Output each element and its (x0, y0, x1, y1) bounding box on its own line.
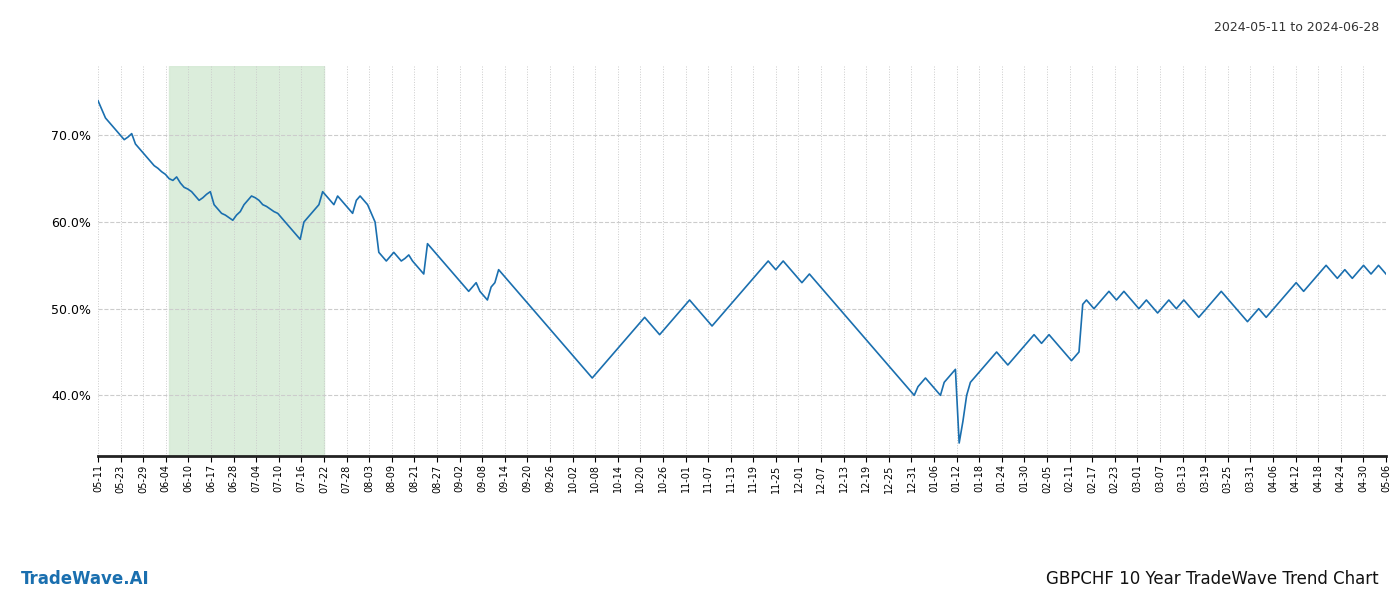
Text: GBPCHF 10 Year TradeWave Trend Chart: GBPCHF 10 Year TradeWave Trend Chart (1046, 570, 1379, 588)
Bar (169, 66, 323, 456)
Text: 2024-05-11 to 2024-06-28: 2024-05-11 to 2024-06-28 (1214, 21, 1379, 34)
Text: TradeWave.AI: TradeWave.AI (21, 570, 150, 588)
